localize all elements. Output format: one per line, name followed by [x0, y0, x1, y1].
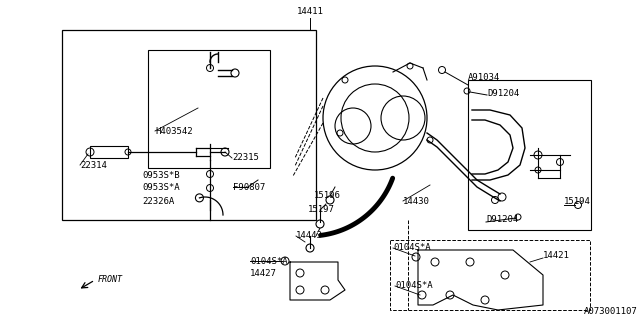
- Text: 15197: 15197: [308, 204, 335, 213]
- Text: 22314: 22314: [80, 161, 107, 170]
- Text: H403542: H403542: [155, 126, 193, 135]
- Bar: [148, 50, 270, 168]
- Text: D91204: D91204: [487, 89, 519, 98]
- Text: 15196: 15196: [314, 190, 341, 199]
- Text: 14443: 14443: [296, 230, 323, 239]
- Bar: [390, 240, 590, 310]
- Text: A073001107: A073001107: [584, 308, 638, 316]
- Text: 14430: 14430: [403, 196, 430, 205]
- Text: 14427: 14427: [250, 269, 277, 278]
- Bar: [468, 80, 591, 230]
- Text: 0953S*A: 0953S*A: [142, 183, 180, 193]
- Text: D91204: D91204: [486, 215, 518, 225]
- Text: 0104S*A: 0104S*A: [393, 244, 431, 252]
- Text: 0104S*A: 0104S*A: [250, 257, 287, 266]
- Text: 15194: 15194: [564, 197, 591, 206]
- Text: A91034: A91034: [468, 74, 500, 83]
- Text: 14421: 14421: [543, 252, 570, 260]
- Text: F90807: F90807: [233, 182, 265, 191]
- Text: 14411: 14411: [296, 7, 323, 17]
- Text: 0104S*A: 0104S*A: [395, 282, 433, 291]
- Bar: [62, 30, 316, 220]
- Text: 0953S*B: 0953S*B: [142, 171, 180, 180]
- Text: 22315: 22315: [232, 154, 259, 163]
- Text: 22326A: 22326A: [142, 196, 174, 205]
- Bar: [90, 146, 128, 158]
- Text: FRONT: FRONT: [98, 276, 123, 284]
